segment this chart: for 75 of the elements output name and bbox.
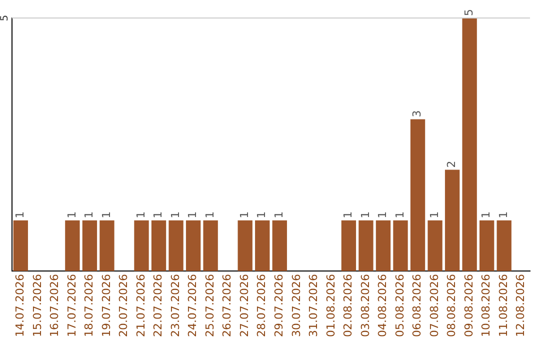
data-label: 1: [168, 211, 182, 218]
bar: [13, 220, 28, 272]
bar: [393, 220, 408, 272]
data-label: 1: [428, 211, 441, 218]
data-label: 1: [496, 211, 510, 218]
x-tick-label: 05.08.2026: [393, 274, 406, 338]
bar: [151, 220, 166, 272]
x-tick-label: 15.07.2026: [30, 274, 44, 338]
bar: [100, 220, 114, 272]
data-label: 3: [410, 110, 424, 118]
ref-line-label: 5: [0, 14, 11, 22]
bar: [341, 220, 356, 272]
bar: [255, 220, 270, 272]
bar: [358, 220, 374, 272]
bar: [186, 220, 201, 272]
x-tick-label: 16.07.2026: [48, 274, 62, 338]
bar: [479, 220, 494, 272]
data-label: 5: [462, 9, 476, 16]
x-tick-label: 31.07.2026: [307, 274, 320, 338]
bar: [462, 18, 477, 272]
data-label: 1: [134, 211, 148, 218]
data-label: 1: [393, 211, 406, 218]
x-tick-label: 08.08.2026: [445, 274, 458, 338]
data-label: 1: [152, 211, 165, 218]
bar: [203, 220, 218, 272]
bar: [496, 220, 512, 272]
x-tick-label: 29.07.2026: [272, 274, 286, 338]
x-tick-label: 09.08.2026: [462, 274, 476, 338]
x-tick-label: 10.08.2026: [480, 274, 493, 338]
bar: [410, 119, 426, 272]
x-tick-label: 01.08.2026: [324, 274, 338, 338]
x-tick-label: 04.08.2026: [376, 274, 390, 338]
bar: [82, 220, 98, 272]
data-label: 1: [272, 211, 286, 218]
bar: [238, 220, 252, 272]
bar: [168, 220, 184, 272]
bar: [134, 220, 149, 272]
data-label: 2: [445, 160, 458, 168]
data-label: 1: [376, 211, 390, 218]
x-tick-label: 22.07.2026: [152, 274, 165, 338]
bar: [65, 220, 80, 272]
data-label: 1: [13, 211, 26, 218]
x-tick-label: 07.08.2026: [428, 274, 441, 338]
x-tick-label: 20.07.2026: [117, 274, 130, 338]
x-tick-label: 12.08.2026: [514, 274, 528, 338]
x-tick-label: 21.07.2026: [134, 274, 148, 338]
data-label: 1: [203, 211, 216, 218]
x-tick-label: 03.08.2026: [358, 274, 372, 338]
data-label: 1: [480, 211, 493, 218]
bar: [428, 220, 442, 272]
x-tick-label: 11.08.2026: [496, 274, 510, 338]
data-label: 1: [358, 211, 372, 218]
x-tick-label: 24.07.2026: [186, 274, 200, 338]
x-tick-label: 14.07.2026: [13, 274, 26, 338]
x-tick-label: 25.07.2026: [203, 274, 216, 338]
x-tick-label: 27.07.2026: [238, 274, 251, 338]
bar: [376, 220, 391, 272]
bar: [272, 220, 287, 272]
x-tick-label: 19.07.2026: [100, 274, 113, 338]
x-tick-label: 06.08.2026: [410, 274, 424, 338]
x-tick-label: 18.07.2026: [82, 274, 96, 338]
data-label: 1: [100, 211, 113, 218]
data-label: 1: [186, 211, 200, 218]
x-tick-label: 02.08.2026: [342, 274, 355, 338]
data-label: 1: [65, 211, 78, 218]
x-tick-label: 26.07.2026: [220, 274, 234, 338]
x-tick-label: 28.07.2026: [255, 274, 268, 338]
bar: [444, 170, 460, 272]
x-tick-label: 23.07.2026: [168, 274, 182, 338]
data-label: 1: [82, 211, 96, 218]
data-label: 1: [238, 211, 251, 218]
x-tick-label: 30.07.2026: [290, 274, 303, 338]
data-label: 1: [255, 211, 268, 218]
data-label: 1: [342, 211, 355, 218]
x-tick-label: 17.07.2026: [65, 274, 78, 338]
